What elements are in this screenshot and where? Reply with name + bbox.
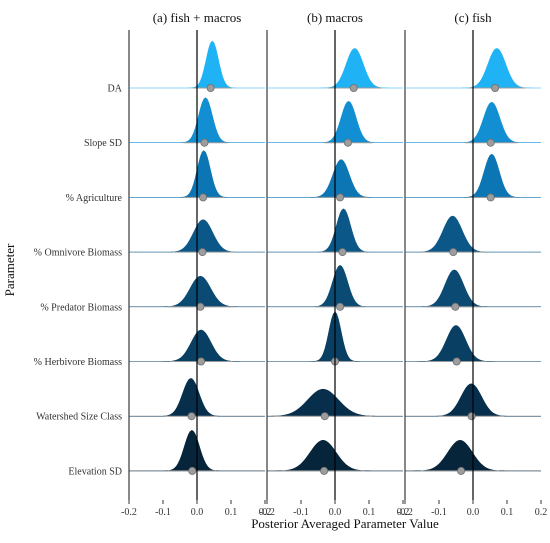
parameter-label: Watershed Size Class — [36, 412, 122, 423]
point-estimate — [349, 84, 358, 93]
point-estimate — [206, 84, 215, 93]
density-ridge — [405, 153, 541, 198]
point-estimate — [457, 466, 466, 475]
parameter-label: Elevation SD — [68, 466, 122, 477]
x-tick-label: -0.2 — [259, 507, 275, 518]
parameter-label: % Predator Biomass — [40, 302, 122, 313]
parameter-label: Slope SD — [84, 138, 122, 149]
density-ridge — [129, 40, 265, 89]
x-tick-label: -0.2 — [121, 507, 137, 518]
parameter-label: DA — [108, 84, 123, 95]
point-estimate — [188, 466, 197, 475]
point-estimate — [197, 357, 206, 366]
density-ridge — [405, 48, 541, 89]
parameter-label: % Omnivore Biomass — [34, 248, 122, 259]
panel-title: (a) fish + macros — [153, 10, 242, 25]
point-estimate — [486, 193, 495, 202]
x-tick-label: 0.0 — [329, 507, 342, 518]
panel: (b) macros -0.2 -0.1 0.0 0.1 0.2 — [259, 10, 409, 518]
point-estimate — [187, 412, 196, 421]
y-axis-title: Parameter — [2, 243, 17, 296]
point-estimate — [320, 412, 329, 421]
panel: (c) fish -0.2 -0.1 0.0 0.1 0.2 — [397, 10, 547, 518]
point-estimate — [467, 412, 476, 421]
point-estimate — [200, 138, 209, 147]
x-tick-label: 0.0 — [467, 507, 480, 518]
x-tick-label: 0.1 — [225, 507, 238, 518]
x-tick-label: -0.1 — [431, 507, 447, 518]
density-ridge — [405, 269, 541, 308]
x-tick-label: 0.1 — [501, 507, 514, 518]
point-estimate — [486, 138, 495, 147]
point-estimate — [451, 302, 460, 311]
density-ridge — [405, 215, 541, 253]
point-estimate — [199, 193, 208, 202]
x-tick-label: 0.0 — [191, 507, 204, 518]
panel: (a) fish + macros -0.2 -0.1 0.0 0.1 0.2 — [121, 10, 271, 518]
point-estimate — [343, 138, 352, 147]
density-ridge — [405, 101, 541, 143]
x-tick-label: -0.1 — [293, 507, 309, 518]
point-estimate — [452, 357, 461, 366]
x-tick-label: 0.2 — [397, 507, 410, 518]
point-estimate — [336, 193, 345, 202]
panels: (a) fish + macros-0.2 -0.1 0.0 0.1 0.2(b) ma… — [121, 10, 547, 518]
x-tick-label: 0.2 — [535, 507, 548, 518]
point-estimate — [336, 302, 345, 311]
density-ridge — [267, 100, 403, 143]
point-estimate — [449, 248, 458, 257]
point-estimate — [198, 248, 207, 257]
point-estimate — [338, 248, 347, 257]
point-estimate — [320, 466, 329, 475]
x-tick-label: -0.1 — [155, 507, 171, 518]
panel-title: (b) macros — [307, 10, 363, 25]
point-estimate — [196, 302, 205, 311]
parameter-label: % Herbivore Biomass — [34, 357, 122, 368]
parameter-labels: DA Slope SD % Agriculture % Omnivore Biomas… — [34, 84, 123, 478]
point-estimate — [491, 84, 500, 93]
x-tick-label: -0.2 — [397, 507, 413, 518]
x-tick-label: 0.2 — [259, 507, 272, 518]
parameter-label: % Agriculture — [66, 193, 123, 204]
x-tick-label: 0.1 — [363, 507, 376, 518]
x-axis-title: Posterior Averaged Parameter Value — [251, 516, 439, 531]
panel-title: (c) fish — [454, 10, 492, 25]
